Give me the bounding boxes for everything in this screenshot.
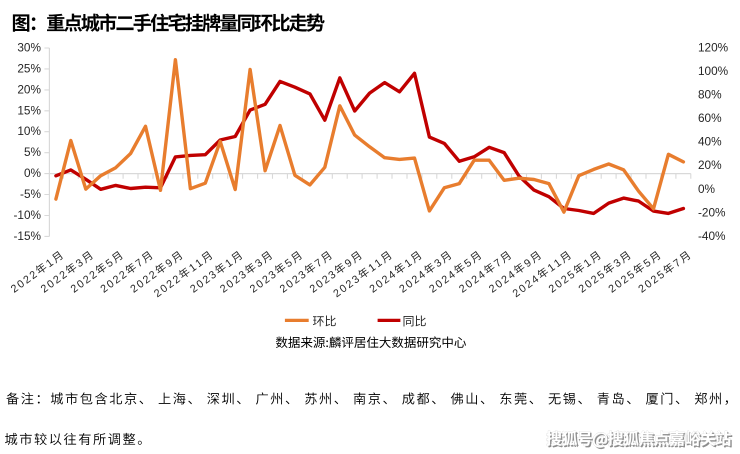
svg-text:30%: 30% <box>17 41 41 55</box>
svg-text:5%: 5% <box>24 145 42 159</box>
svg-text:10%: 10% <box>17 124 41 138</box>
svg-text:-10%: -10% <box>13 208 41 222</box>
svg-text:20%: 20% <box>17 82 41 96</box>
svg-text:25%: 25% <box>17 61 41 75</box>
svg-text:15%: 15% <box>17 103 41 117</box>
svg-text:-20%: -20% <box>698 205 726 219</box>
svg-text:0%: 0% <box>698 182 716 196</box>
svg-text:-5%: -5% <box>20 187 41 201</box>
svg-text:120%: 120% <box>698 41 729 55</box>
svg-text:40%: 40% <box>698 135 722 149</box>
svg-text:0%: 0% <box>24 166 42 180</box>
svg-text:-15%: -15% <box>13 229 41 243</box>
svg-text:-40%: -40% <box>698 229 726 243</box>
svg-text:80%: 80% <box>698 88 722 102</box>
svg-text:100%: 100% <box>698 64 729 78</box>
svg-text:60%: 60% <box>698 111 722 125</box>
svg-text:20%: 20% <box>698 158 722 172</box>
